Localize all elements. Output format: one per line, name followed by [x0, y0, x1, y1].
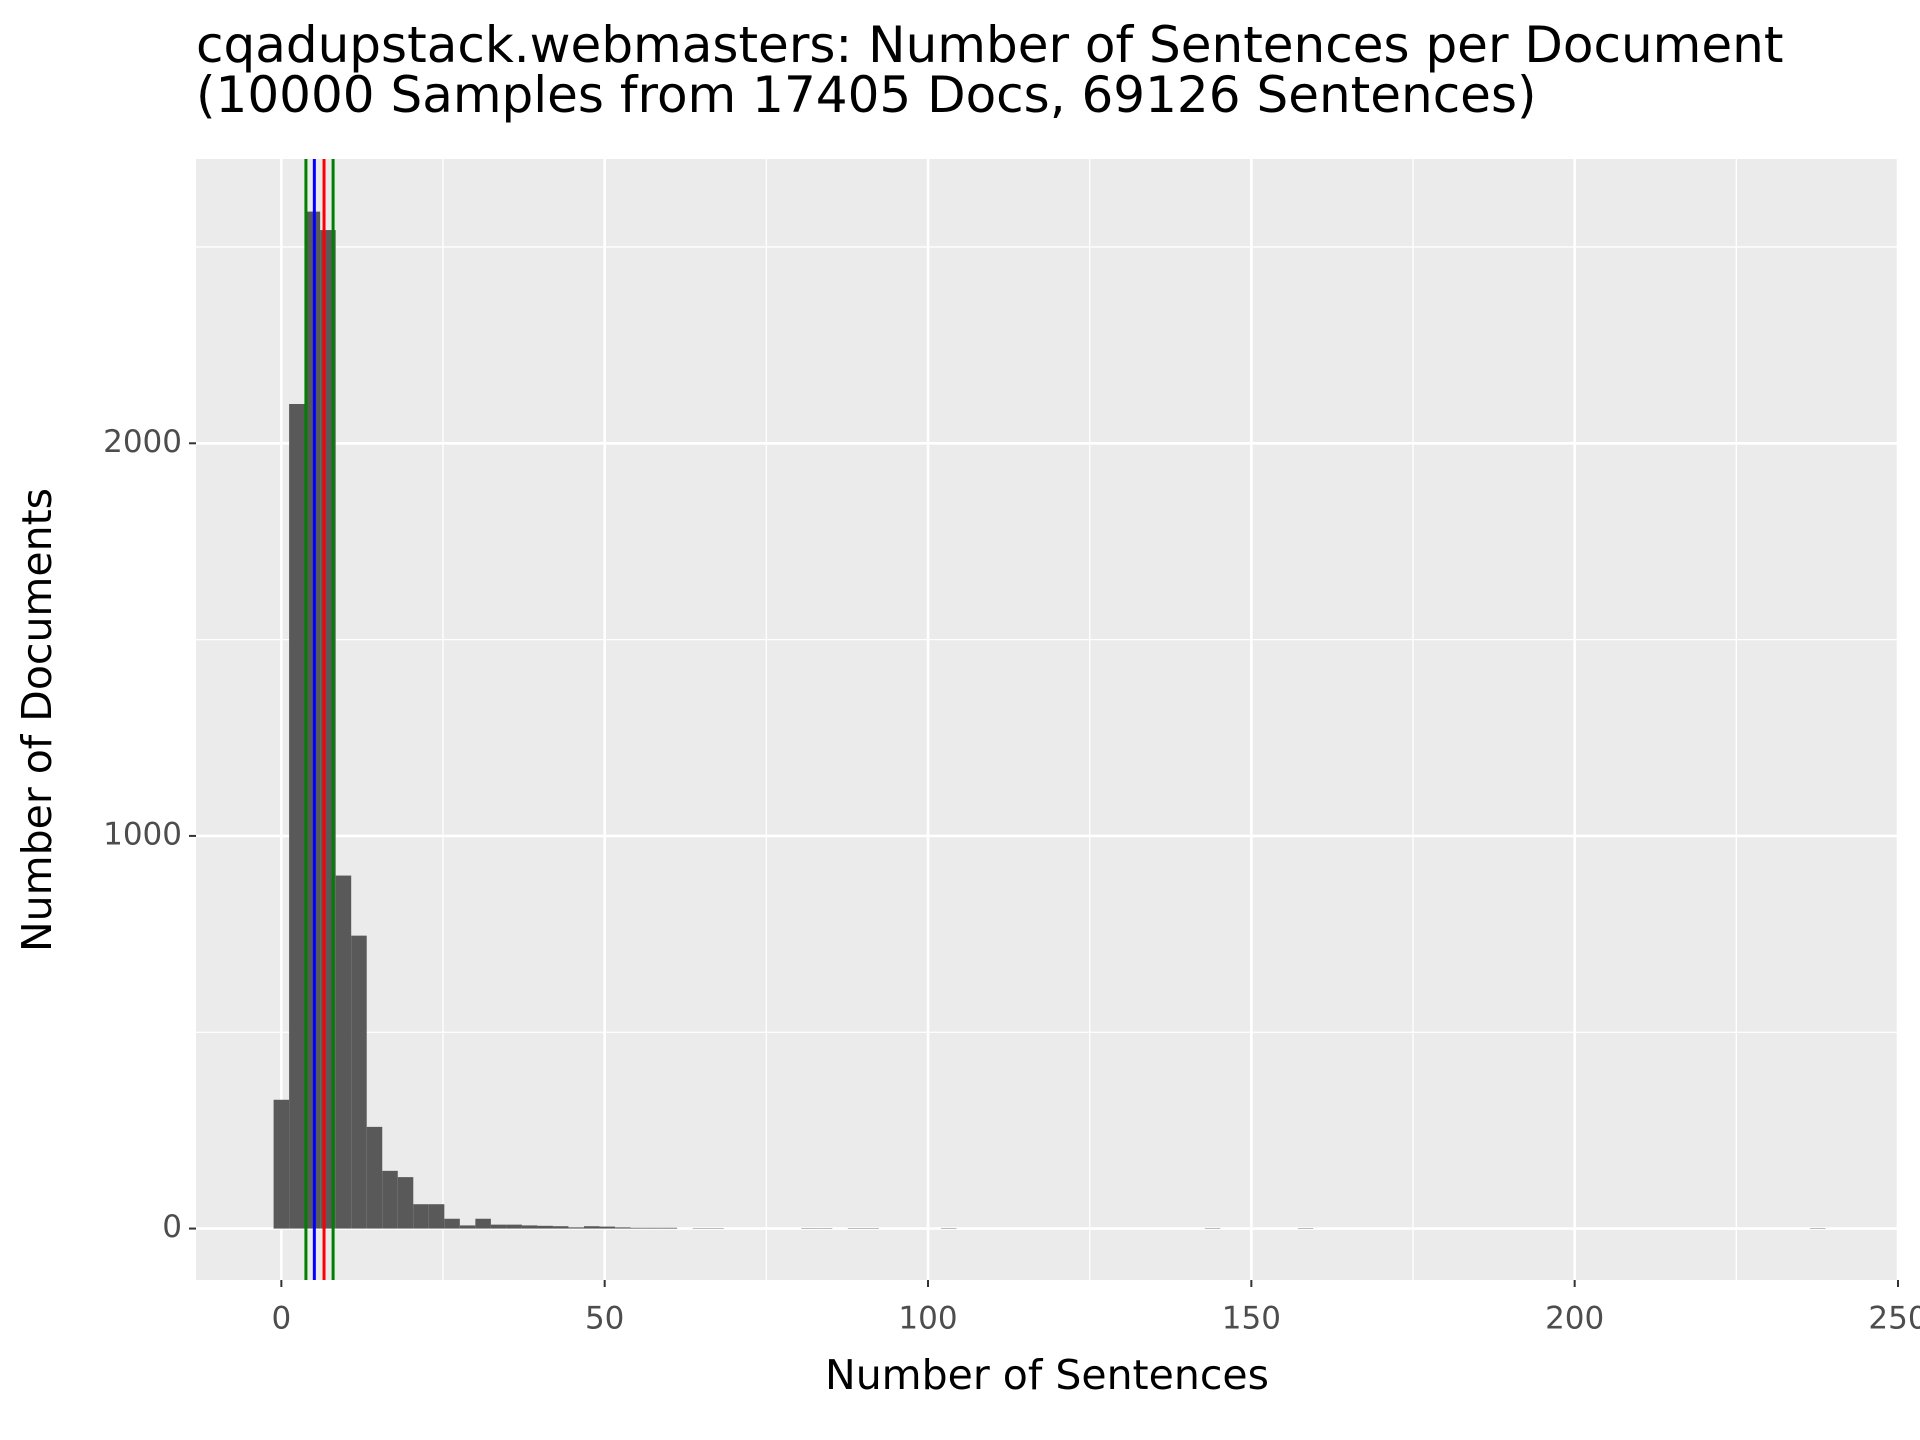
bar: [351, 935, 367, 1229]
bar: [521, 1225, 538, 1229]
bar: [304, 211, 321, 1229]
bar: [413, 1204, 429, 1229]
y-tick-label: 0: [162, 1209, 182, 1245]
panel-background: [196, 159, 1898, 1280]
y-tick-label: 1000: [103, 816, 182, 852]
bar: [661, 1227, 678, 1229]
x-tick-label: 200: [1545, 1301, 1604, 1337]
bar: [537, 1225, 553, 1229]
bar: [459, 1225, 476, 1229]
x-tick-label: 50: [585, 1301, 624, 1337]
bar: [490, 1224, 507, 1229]
y-tick-label: 2000: [103, 424, 182, 460]
bar: [475, 1218, 491, 1229]
bar: [630, 1227, 647, 1229]
x-axis-label: Number of Sentences: [825, 1351, 1269, 1399]
bar: [428, 1204, 445, 1229]
bar: [583, 1226, 600, 1229]
x-tick-label: 0: [271, 1301, 291, 1337]
bar: [366, 1126, 383, 1229]
bar: [382, 1170, 398, 1229]
bar: [444, 1218, 460, 1229]
bar: [273, 1099, 290, 1229]
bar: [568, 1227, 584, 1229]
chart-title: cqadupstack.webmasters: Number of Senten…: [196, 16, 1783, 74]
x-tick-label: 250: [1868, 1301, 1920, 1337]
bar: [506, 1224, 522, 1229]
x-tick-label: 150: [1222, 1301, 1281, 1337]
bar: [646, 1227, 662, 1229]
bar: [335, 875, 352, 1229]
bar: [397, 1177, 414, 1229]
bar: [289, 404, 305, 1229]
y-axis-label: Number of Documents: [13, 488, 61, 952]
bar: [599, 1226, 616, 1229]
x-tick-label: 100: [898, 1301, 957, 1337]
bar: [615, 1227, 631, 1229]
chart-subtitle: (10000 Samples from 17405 Docs, 69126 Se…: [196, 66, 1537, 124]
bar: [552, 1226, 569, 1229]
